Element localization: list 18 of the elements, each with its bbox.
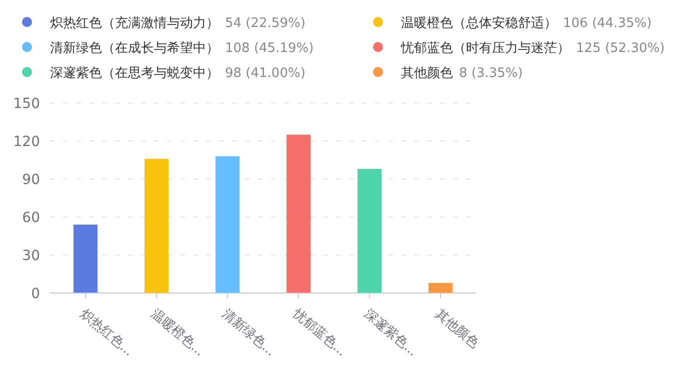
- legend-label: 炽热红色（充满激情与动力）: [50, 16, 219, 31]
- legend-label: 清新绿色（在成长与希望中）: [50, 41, 219, 56]
- legend-label: 深邃紫色（在思考与蜕变中）: [50, 66, 219, 81]
- y-tick-label: 30: [22, 248, 40, 264]
- y-tick-label: 60: [22, 210, 40, 226]
- legend-label: 忧郁蓝色（时有压力与迷茫）: [400, 41, 570, 56]
- x-tick-label: 温暖橙色...: [148, 306, 207, 360]
- y-tick-label: 0: [31, 286, 40, 302]
- y-tick-label: 90: [22, 172, 40, 188]
- x-tick-label: 忧郁蓝色...: [289, 306, 349, 360]
- y-tick-label: 150: [13, 96, 40, 112]
- y-tick-label: 120: [13, 134, 40, 150]
- legend-label: 其他颜色: [401, 66, 453, 81]
- x-tick-label: 其他颜色: [432, 306, 482, 352]
- x-tick-label: 清新绿色...: [218, 306, 278, 360]
- x-tick-label: 炽热红色...: [76, 306, 136, 360]
- legend-label: 温暖橙色（总体安稳舒适）: [401, 15, 557, 31]
- x-tick-label: 深邃紫色...: [360, 306, 420, 360]
